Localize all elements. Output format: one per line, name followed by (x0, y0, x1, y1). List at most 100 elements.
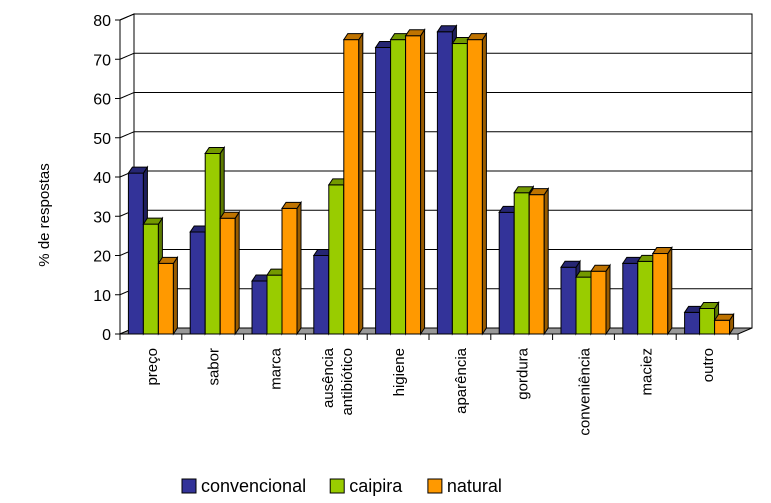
y-tick-label: 10 (93, 288, 111, 305)
y-tick-label: 70 (93, 52, 111, 69)
bar-top (342, 33, 364, 41)
x-tick-label: higiene (391, 348, 408, 396)
bar-natural (528, 187, 550, 336)
bar-top (698, 301, 720, 309)
bar-front (204, 152, 221, 335)
legend-label: natural (447, 476, 502, 496)
bar-front (622, 262, 639, 335)
bar-side (358, 31, 364, 336)
bar-top (204, 146, 226, 154)
bar-top (466, 33, 488, 41)
x-tick-label: gordura (515, 347, 532, 399)
bar-top (219, 211, 241, 219)
bar-natural (651, 245, 673, 336)
bar-front (560, 266, 577, 335)
bar-front (498, 211, 515, 335)
bar-top (651, 247, 673, 255)
x-tick-label: maciez (638, 348, 655, 396)
y-tick-label: 20 (93, 249, 111, 266)
bar-front (328, 184, 345, 335)
x-tick-label: marca (268, 347, 285, 389)
legend-swatch (181, 478, 197, 494)
y-tick-label: 80 (93, 13, 111, 30)
bar-top (157, 256, 179, 264)
bar-front (466, 39, 483, 335)
bar-top (142, 217, 164, 225)
x-tick-label: outro (700, 348, 717, 382)
bar-side (543, 187, 549, 336)
bar-front (699, 307, 716, 335)
bar-front (142, 223, 159, 335)
bar-side (481, 31, 487, 336)
y-tick-label: 30 (93, 209, 111, 226)
legend-swatch (427, 478, 443, 494)
bar-front (266, 274, 283, 335)
bar-natural (157, 255, 179, 336)
y-tick-label: 40 (93, 170, 111, 187)
bar-top (528, 188, 550, 196)
legend-label: caipira (349, 476, 403, 496)
bar-natural (466, 31, 488, 336)
bar-front (251, 280, 268, 335)
bar-top (513, 186, 535, 194)
bar-front (590, 270, 607, 335)
legend-item-caipira: caipira (329, 476, 403, 496)
bar-front (637, 260, 654, 335)
legend-item-natural: natural (427, 476, 502, 496)
bar-front (436, 31, 453, 335)
bar-front (513, 192, 530, 335)
bar-front (684, 311, 701, 335)
bar-side (172, 255, 178, 336)
plot-area: 0 10 20 30 40 50 60 70 80 preço sabor marca ausência… (93, 13, 753, 436)
x-tick-label: sabor (206, 348, 223, 386)
bar-top (281, 201, 302, 209)
bar-side (605, 263, 611, 336)
gridline (119, 92, 752, 99)
x-tick-label: preço (144, 348, 161, 386)
bar-front (281, 207, 298, 335)
bar-front (652, 253, 669, 335)
legend-item-convencional: convencional (181, 476, 306, 496)
bar-top (404, 29, 426, 37)
bar-front (313, 255, 330, 335)
x-tick-label: ausência (320, 347, 337, 408)
bar-top (127, 166, 149, 174)
y-tick-label: 60 (93, 92, 111, 109)
bar-top (713, 313, 735, 321)
bar-natural (590, 263, 611, 336)
bar-side (420, 28, 426, 336)
x-tick-label: aparência (453, 347, 470, 414)
bar-front (189, 231, 206, 335)
bar-natural (404, 28, 426, 336)
bar-front (451, 43, 468, 335)
gridline (119, 13, 752, 21)
bar-front (219, 217, 236, 335)
legend-label: convencional (201, 476, 306, 496)
x-tick-label: antibiótico (339, 348, 356, 416)
bar-side (667, 245, 673, 336)
legend-swatch (329, 478, 345, 494)
bar-front (405, 35, 422, 335)
bar-front (375, 46, 392, 335)
x-tick-label: conveniência (577, 347, 594, 435)
gridline (119, 52, 752, 60)
gridline (119, 131, 752, 139)
bar-side (296, 200, 302, 336)
bar-front (157, 262, 174, 335)
bar-side (234, 210, 240, 336)
y-tick-label: 50 (93, 131, 111, 148)
bar-natural (342, 31, 364, 336)
bar-front (714, 319, 731, 335)
bar-front (528, 194, 545, 335)
y-axis-label: % de respostas (36, 163, 53, 266)
bar-natural (219, 210, 241, 336)
bar-front (343, 39, 360, 335)
bar-top (590, 264, 611, 272)
bar-natural (713, 312, 735, 336)
y-tick-label: 0 (102, 327, 111, 344)
bar-top (436, 25, 458, 33)
legend: convencional caipira natural (181, 476, 502, 496)
bar-front (127, 172, 144, 335)
bar-front (575, 276, 592, 335)
